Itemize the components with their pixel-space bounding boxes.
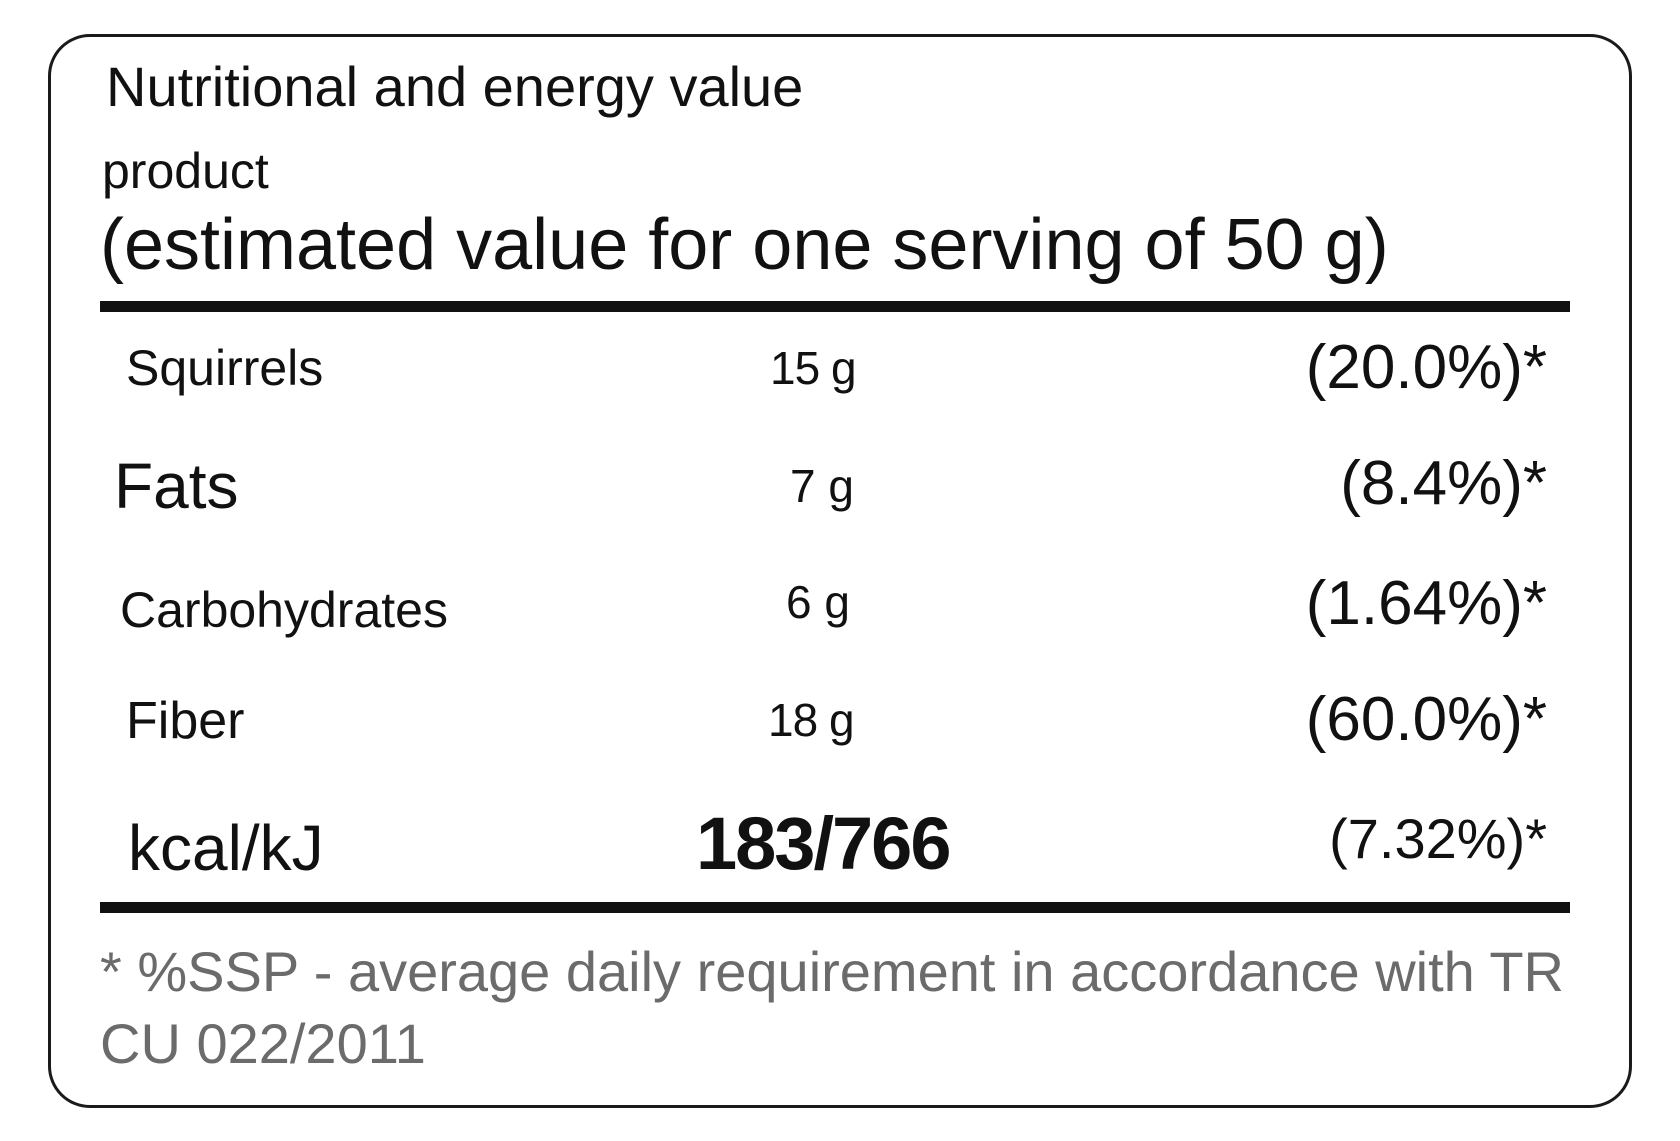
nutrient-name: Fats [114, 450, 239, 522]
nutrient-amount: 6 g [786, 576, 850, 628]
serving-note: (estimated value for one serving of 50 g… [100, 205, 1389, 285]
nutrient-percent: (20.0%)* [1305, 333, 1547, 402]
label-subtitle: product [102, 143, 269, 199]
nutrient-amount: 15 g [770, 342, 857, 394]
top-divider [100, 301, 1570, 312]
bottom-divider [100, 902, 1570, 913]
energy-percent: (7.32%)* [1329, 807, 1547, 870]
nutrient-row-squirrels: Squirrels 15 g (20.0%)* [0, 316, 1680, 416]
nutrient-name: Fiber [126, 692, 245, 750]
nutrient-amount: 7 g [790, 460, 854, 512]
energy-value: 183/766 [696, 802, 952, 885]
nutrient-amount: 18 g [768, 694, 855, 746]
nutrient-name: Carbohydrates [120, 582, 448, 638]
nutrient-row-carbohydrates: Carbohydrates 6 g (1.64%)* [0, 550, 1680, 660]
nutrient-percent: (60.0%)* [1305, 685, 1547, 754]
nutrient-row-fiber: Fiber 18 g (60.0%)* [0, 668, 1680, 768]
daily-requirement-footnote: * %SSP - average daily requirement in ac… [100, 940, 1564, 1075]
label-title: Nutritional and energy value [106, 55, 804, 118]
nutrient-name: Squirrels [126, 340, 324, 396]
nutrition-label-card [48, 34, 1632, 1108]
energy-row: kcal/kJ 183/766 (7.32%)* [0, 790, 1680, 900]
nutrient-row-fats: Fats 7 g (8.4%)* [0, 430, 1680, 540]
energy-unit: kcal/kJ [128, 812, 324, 884]
nutrient-percent: (8.4%)* [1340, 449, 1547, 518]
nutrient-percent: (1.64%)* [1305, 569, 1547, 638]
